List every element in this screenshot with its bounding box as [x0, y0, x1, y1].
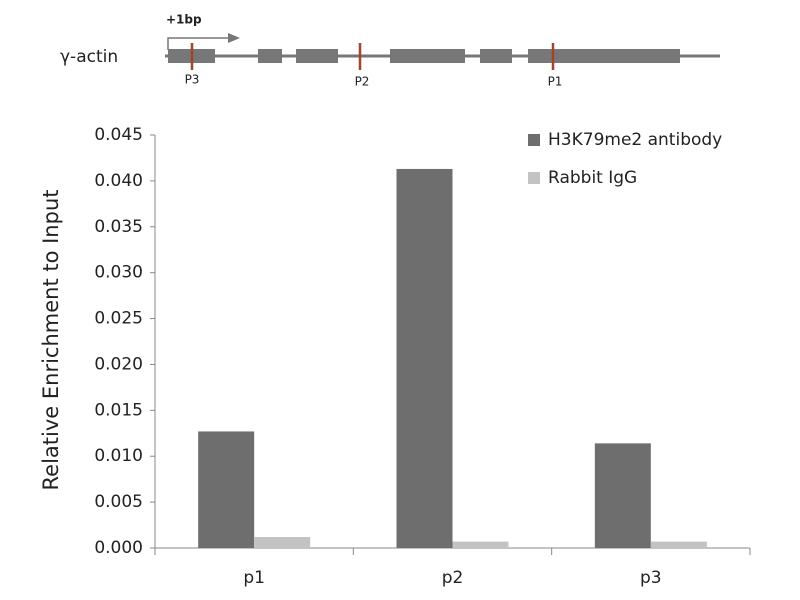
- exon: [528, 49, 680, 63]
- bar: [198, 431, 255, 548]
- legend-label: H3K79me2 antibody: [548, 130, 722, 150]
- y-tick-label: 0.035: [94, 217, 143, 237]
- y-tick-label: 0.040: [94, 171, 143, 191]
- x-tick-label: p1: [243, 568, 265, 588]
- bar: [254, 536, 311, 548]
- site-label: P2: [355, 75, 370, 89]
- gene-label: γ-actin: [60, 47, 118, 67]
- exon: [296, 49, 338, 63]
- gene-diagram: γ-actin +1bp P3 P2 P1: [60, 13, 720, 89]
- bar: [452, 541, 509, 548]
- y-tick-label: 0.020: [94, 354, 143, 374]
- y-axis-title: Relative Enrichment to Input: [39, 190, 63, 491]
- exon: [258, 49, 282, 63]
- bar: [650, 541, 707, 548]
- bar: [594, 443, 651, 548]
- y-tick-label: 0.045: [94, 125, 143, 145]
- y-tick-label: 0.015: [94, 400, 143, 420]
- legend-label: Rabbit IgG: [548, 168, 637, 188]
- legend-swatch: [528, 134, 540, 146]
- start-label: +1bp: [166, 13, 202, 27]
- y-tick-label: 0.005: [94, 492, 143, 512]
- exon: [390, 49, 465, 63]
- x-tick-label: p3: [640, 568, 662, 588]
- x-tick-label: p2: [442, 568, 464, 588]
- y-tick-label: 0.010: [94, 446, 143, 466]
- y-tick-label: 0.025: [94, 309, 143, 329]
- y-tick-label: 0.030: [94, 263, 143, 283]
- arrow-head: [228, 33, 240, 43]
- site-label: P3: [185, 73, 200, 87]
- exon: [480, 49, 512, 63]
- start-arrow: [167, 37, 232, 50]
- legend-swatch: [528, 172, 540, 184]
- y-tick-label: 0.000: [94, 538, 143, 558]
- site-label: P1: [548, 75, 563, 89]
- bar: [396, 168, 453, 549]
